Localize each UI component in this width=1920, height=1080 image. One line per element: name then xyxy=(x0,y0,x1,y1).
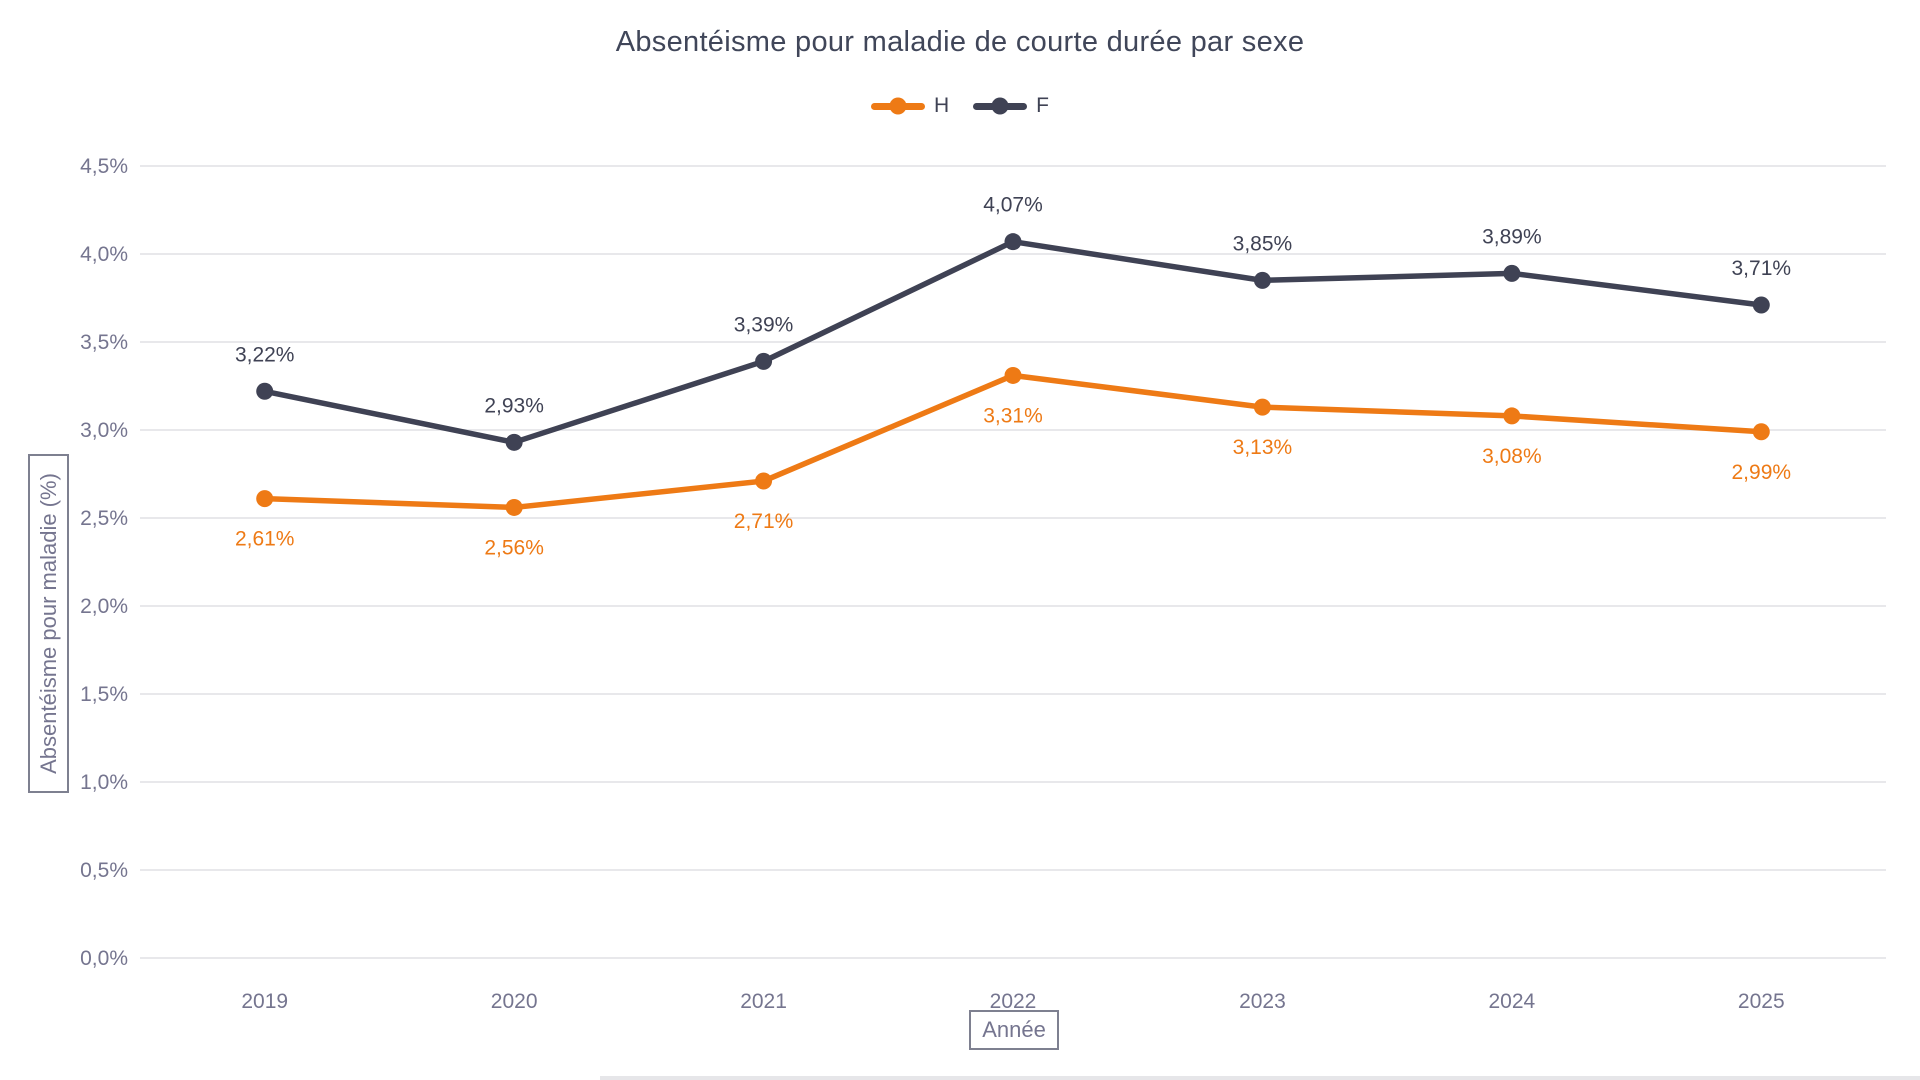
data-point-F-2025[interactable] xyxy=(1752,296,1770,314)
data-point-F-2020[interactable] xyxy=(505,433,523,451)
y-tick-label: 1,5% xyxy=(80,683,128,706)
data-point-F-2024[interactable] xyxy=(1503,264,1521,282)
y-tick-label: 4,5% xyxy=(80,155,128,178)
x-tick-label: 2023 xyxy=(1239,990,1286,1013)
x-tick-label: 2022 xyxy=(990,990,1037,1013)
data-point-H-2020[interactable] xyxy=(505,498,523,516)
legend-label-h: H xyxy=(934,94,950,117)
data-label-F-2025: 3,71% xyxy=(1732,257,1792,280)
data-label-F-2019: 3,22% xyxy=(235,343,295,366)
data-point-F-2022[interactable] xyxy=(1004,233,1022,251)
bottom-edge-divider xyxy=(600,1076,1920,1080)
data-label-H-2025: 2,99% xyxy=(1732,461,1792,484)
data-label-H-2021: 2,71% xyxy=(734,510,794,533)
data-label-H-2019: 2,61% xyxy=(235,528,295,551)
y-tick-label: 3,5% xyxy=(80,331,128,354)
data-label-F-2022: 4,07% xyxy=(983,194,1043,217)
data-label-F-2021: 3,39% xyxy=(734,313,794,336)
data-point-H-2022[interactable] xyxy=(1004,366,1022,384)
data-point-F-2019[interactable] xyxy=(256,382,274,400)
data-label-H-2022: 3,31% xyxy=(983,404,1043,427)
data-point-H-2023[interactable] xyxy=(1253,398,1271,416)
data-label-H-2020: 2,56% xyxy=(484,536,544,559)
x-tick-label: 2024 xyxy=(1488,990,1535,1013)
data-point-F-2023[interactable] xyxy=(1253,271,1271,289)
y-axis-title: Absentéisme pour maladie (%) xyxy=(28,454,69,793)
legend-item-f[interactable]: F xyxy=(973,94,1049,118)
chart-legend: H F xyxy=(0,94,1920,118)
y-tick-label: 1,0% xyxy=(80,771,128,794)
data-point-H-2019[interactable] xyxy=(256,490,274,508)
data-label-F-2020: 2,93% xyxy=(484,394,544,417)
y-tick-label: 4,0% xyxy=(80,243,128,266)
y-tick-label: 3,0% xyxy=(80,419,128,442)
x-tick-label: 2020 xyxy=(491,990,538,1013)
x-tick-label: 2021 xyxy=(740,990,787,1013)
data-label-F-2024: 3,89% xyxy=(1482,225,1542,248)
y-tick-label: 0,5% xyxy=(80,859,128,882)
data-point-H-2021[interactable] xyxy=(755,472,773,490)
x-axis-title: Année xyxy=(969,1010,1059,1050)
y-tick-label: 0,0% xyxy=(80,947,128,970)
data-label-F-2023: 3,85% xyxy=(1233,232,1293,255)
legend-item-h[interactable]: H xyxy=(871,94,949,118)
data-point-H-2025[interactable] xyxy=(1752,423,1770,441)
y-tick-label: 2,0% xyxy=(80,595,128,618)
x-tick-label: 2025 xyxy=(1738,990,1785,1013)
data-label-H-2024: 3,08% xyxy=(1482,445,1542,468)
chart-title: Absentéisme pour maladie de courte durée… xyxy=(615,26,1305,58)
legend-line-marker-icon xyxy=(973,102,1028,110)
legend-line-marker-icon xyxy=(871,102,925,110)
legend-label-f: F xyxy=(1036,94,1049,117)
x-tick-label: 2019 xyxy=(241,990,288,1013)
data-label-H-2023: 3,13% xyxy=(1233,436,1293,459)
data-point-H-2024[interactable] xyxy=(1503,407,1521,425)
y-tick-label: 2,5% xyxy=(80,507,128,530)
data-point-F-2021[interactable] xyxy=(755,352,773,370)
